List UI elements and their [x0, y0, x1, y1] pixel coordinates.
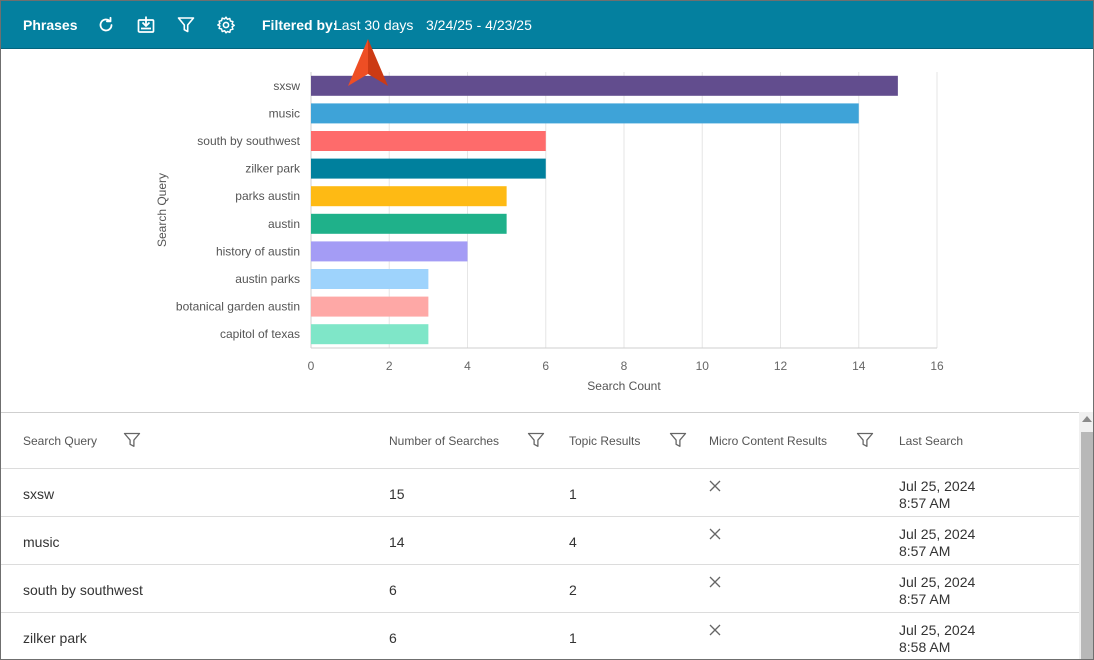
last-search-time: 8:57 AM [899, 591, 951, 607]
header-search-query[interactable]: Search Query [23, 434, 98, 448]
header-topic-results[interactable]: Topic Results [569, 434, 641, 448]
cell-last-search: Jul 25, 2024 8:57 AM [899, 526, 975, 560]
y-axis-title: Search Query [155, 173, 169, 247]
filter-icon[interactable] [856, 431, 874, 449]
x-tick-label: 14 [852, 359, 866, 373]
bar [311, 213, 507, 234]
y-tick-label: zilker park [245, 162, 301, 176]
y-tick-label: botanical garden austin [176, 300, 300, 314]
filter-icon[interactable] [176, 15, 196, 35]
bar-chart: 0 2 4 6 8 10 12 14 16 sxsw music south by southwest… [155, 72, 944, 393]
last-search-date: Jul 25, 2024 [899, 622, 976, 638]
cell-last-search: Jul 25, 2024 8:58 AM [899, 622, 975, 656]
cell-search-query: sxsw [23, 486, 55, 502]
results-table: Search Query Number of Searches Topic Re… [1, 412, 1093, 659]
cell-search-query: music [23, 534, 60, 550]
y-tick-label: history of austin [216, 244, 300, 258]
y-tick-label: sxsw [273, 79, 300, 93]
table-row[interactable]: zilker park 6 1 Jul 25, 2024 8:58 AM [1, 613, 1079, 659]
x-tick-label: 10 [696, 359, 710, 373]
cell-topic-results: 1 [569, 486, 577, 502]
cell-last-search: Jul 25, 2024 8:57 AM [899, 574, 975, 608]
last-search-date: Jul 25, 2024 [899, 574, 976, 590]
x-tick-label: 0 [308, 359, 315, 373]
toolbar-title: Phrases [23, 17, 78, 33]
last-search-time: 8:58 AM [899, 639, 951, 655]
x-tick-label: 6 [542, 359, 549, 373]
x-tick-label: 4 [464, 359, 471, 373]
last-search-date: Jul 25, 2024 [899, 478, 976, 494]
close-icon [708, 623, 722, 637]
x-tick-label: 12 [774, 359, 788, 373]
filter-icon[interactable] [123, 431, 141, 449]
y-tick-label: parks austin [235, 189, 300, 203]
scroll-up-icon[interactable] [1082, 416, 1092, 422]
last-search-date: Jul 25, 2024 [899, 526, 976, 542]
cell-last-search: Jul 25, 2024 8:57 AM [899, 478, 975, 512]
bar [311, 158, 546, 179]
x-tick-label: 16 [930, 359, 944, 373]
toolbar: Phrases Filtered by: Last 30 days 3/24/2… [1, 1, 1093, 49]
y-tick-label: austin [268, 217, 300, 231]
bar [311, 103, 859, 124]
cell-number-of-searches: 14 [389, 534, 405, 550]
y-tick-label: music [269, 106, 300, 120]
bar [311, 186, 507, 207]
bar [311, 296, 429, 317]
y-tick-label: south by southwest [197, 134, 300, 148]
settings-icon[interactable] [216, 15, 236, 35]
bar [311, 324, 429, 345]
table-row[interactable]: sxsw 15 1 Jul 25, 2024 8:57 AM [1, 469, 1079, 517]
header-micro-content-results[interactable]: Micro Content Results [709, 434, 828, 448]
bar [311, 269, 429, 289]
x-axis-title: Search Count [587, 379, 661, 393]
cell-topic-results: 1 [569, 630, 577, 646]
close-icon [708, 527, 722, 541]
x-tick-label: 8 [621, 359, 628, 373]
last-search-time: 8:57 AM [899, 495, 951, 511]
cell-search-query: south by southwest [23, 582, 143, 598]
close-icon [708, 575, 722, 589]
refresh-icon[interactable] [96, 15, 116, 35]
filter-icon[interactable] [527, 431, 545, 449]
x-tick-label: 2 [386, 359, 393, 373]
cell-number-of-searches: 6 [389, 630, 397, 646]
download-icon[interactable] [136, 15, 156, 35]
bar [311, 131, 546, 151]
cell-number-of-searches: 6 [389, 582, 397, 598]
header-last-search[interactable]: Last Search [899, 434, 964, 448]
cell-topic-results: 2 [569, 582, 577, 598]
y-tick-label: austin parks [235, 272, 300, 286]
close-icon [708, 479, 722, 493]
table-row[interactable]: music 14 4 Jul 25, 2024 8:57 AM [1, 517, 1079, 565]
header-number-of-searches[interactable]: Number of Searches [389, 434, 500, 448]
cell-topic-results: 4 [569, 534, 577, 550]
last-search-time: 8:57 AM [899, 543, 951, 559]
table-header: Search Query Number of Searches Topic Re… [1, 413, 1079, 469]
date-range: 3/24/25 - 4/23/25 [426, 17, 532, 33]
filter-label: Filtered by: [262, 17, 338, 33]
bar [311, 75, 898, 96]
filter-icon[interactable] [669, 431, 687, 449]
table-scrollbar[interactable] [1079, 412, 1093, 659]
y-tick-label: capitol of texas [220, 327, 300, 341]
search-query-chart: 0 2 4 6 8 10 12 14 16 sxsw music south by southwest… [1, 50, 1093, 412]
bar [311, 241, 468, 262]
filter-value[interactable]: Last 30 days [334, 17, 414, 33]
scroll-thumb[interactable] [1081, 432, 1093, 659]
table-row[interactable]: south by southwest 6 2 Jul 25, 2024 8:57… [1, 565, 1079, 613]
cell-search-query: zilker park [23, 630, 87, 646]
cell-number-of-searches: 15 [389, 486, 405, 502]
callout-arrow-icon [348, 39, 388, 86]
